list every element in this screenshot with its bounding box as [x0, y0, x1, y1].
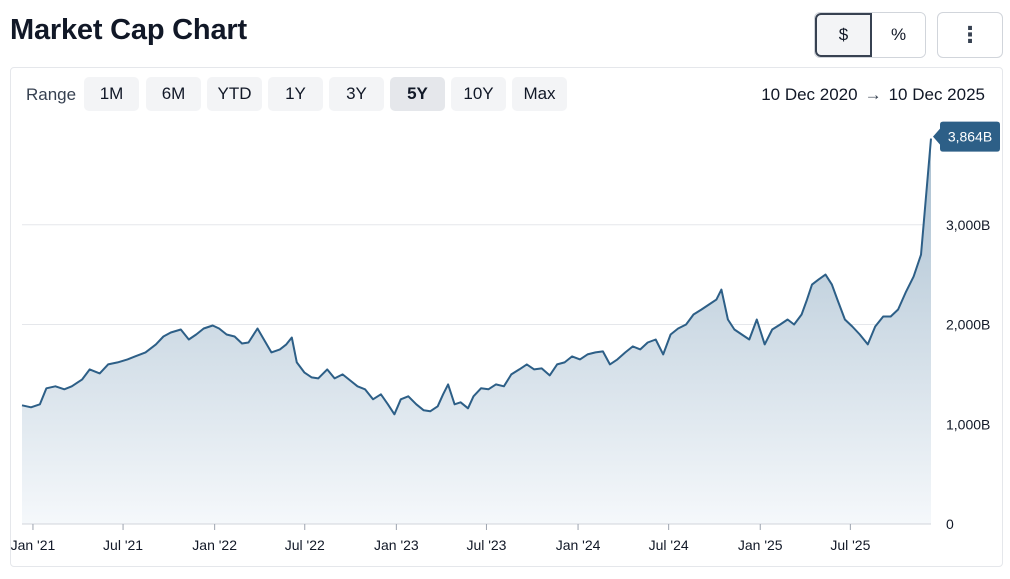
range-button-1m[interactable]: 1M [84, 77, 139, 111]
x-tick-label: Jan '25 [738, 537, 783, 553]
y-tick-label: 0 [946, 516, 954, 532]
last-value-label: 3,864B [948, 129, 992, 145]
x-tick-label: Jul '21 [103, 537, 143, 553]
unit-toggle: $ % [814, 12, 926, 58]
unit-dollar-button[interactable]: $ [815, 13, 872, 57]
x-tick-label: Jul '25 [830, 537, 870, 553]
market-cap-area [22, 138, 931, 524]
page-title: Market Cap Chart [10, 14, 247, 46]
market-cap-line [21, 138, 932, 416]
range-button-3y[interactable]: 3Y [329, 77, 384, 111]
range-button-1y[interactable]: 1Y [268, 77, 323, 111]
x-tick-label: Jul '24 [649, 537, 689, 553]
unit-percent-button[interactable]: % [872, 13, 925, 57]
range-button-10y[interactable]: 10Y [451, 77, 506, 111]
more-options-button[interactable]: ⋮ [937, 12, 1003, 58]
more-vertical-icon: ⋮ [959, 22, 981, 47]
range-label: Range [26, 85, 77, 104]
range-button-5y[interactable]: 5Y [390, 77, 445, 111]
chart-panel [10, 67, 1003, 567]
x-tick-label: Jan '24 [556, 537, 601, 553]
arrow-right-icon: → [864, 85, 882, 104]
x-tick-label: Jul '22 [285, 537, 325, 553]
y-axis-ticks: 0 1,000B 2,000B 3,000B [946, 217, 990, 532]
date-range-start: 10 Dec 2020 [761, 85, 858, 104]
x-axis-ticks: Jan '21 Jul '21 Jan '22 Jul '22 Jan '23 Jul '… [11, 524, 871, 553]
x-tick-label: Jan '21 [11, 537, 56, 553]
x-tick-label: Jul '23 [466, 537, 506, 553]
y-tick-label: 1,000B [946, 416, 990, 432]
last-value-tag: 3,864B [933, 121, 1000, 152]
range-button-6m[interactable]: 6M [146, 77, 201, 111]
x-tick-label: Jan '23 [374, 537, 419, 553]
y-tick-label: 2,000B [946, 317, 990, 333]
range-button-max[interactable]: Max [512, 77, 567, 111]
date-range-end: 10 Dec 2025 [888, 85, 985, 104]
range-button-ytd[interactable]: YTD [207, 77, 262, 111]
y-tick-label: 3,000B [946, 217, 990, 233]
date-range: 10 Dec 2020 → 10 Dec 2025 [761, 85, 985, 105]
last-value-tag-shape [933, 121, 1000, 152]
x-tick-label: Jan '22 [192, 537, 237, 553]
